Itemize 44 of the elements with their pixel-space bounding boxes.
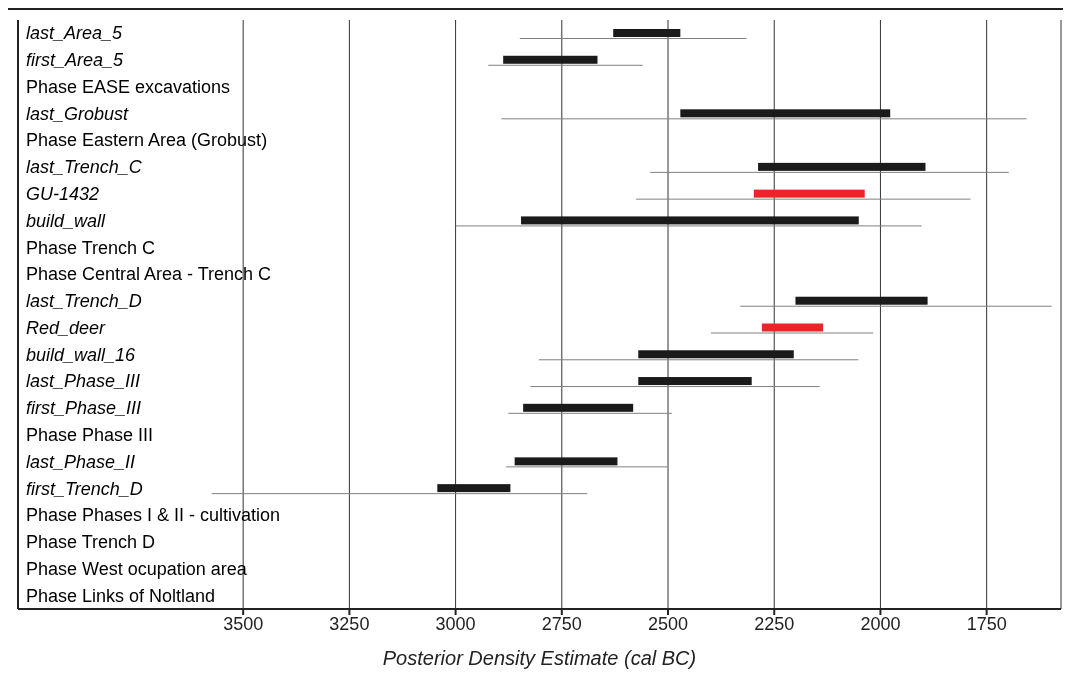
x-tick-label: 2750: [541, 613, 582, 634]
y-tick-label: GU-1432: [26, 184, 100, 205]
x-tick-label: 3250: [329, 613, 370, 634]
y-tick-label: last_Grobust: [26, 103, 130, 124]
x-tick-label: 3000: [435, 613, 476, 634]
y-tick-label: Phase Links of Noltland: [26, 585, 216, 606]
y-tick-label: Phase Phases I & II - cultivation: [26, 505, 281, 526]
y-tick-label: Phase EASE excavations: [26, 76, 231, 97]
bar: [761, 323, 824, 332]
bar: [514, 457, 618, 466]
y-tick-label: Phase Eastern Area (Grobust): [26, 130, 268, 151]
y-tick-label: Red_deer: [26, 317, 107, 338]
y-tick-label: Phase West ocupation area: [26, 558, 248, 579]
bar: [523, 403, 634, 412]
bar: [638, 350, 794, 359]
x-tick-label: 2000: [860, 613, 901, 634]
y-tick-label: build_wall: [26, 210, 107, 231]
bar: [680, 109, 891, 118]
bar: [437, 484, 511, 493]
bar: [503, 55, 598, 64]
bar: [795, 296, 928, 305]
x-tick-label: 3500: [223, 613, 264, 634]
y-tick-label: Phase Trench D: [26, 532, 156, 553]
y-tick-label: Phase Central Area - Trench C: [26, 264, 272, 285]
bar: [613, 29, 681, 37]
x-axis-title: Posterior Density Estimate (cal BC): [382, 647, 697, 669]
bar: [638, 377, 752, 386]
y-tick-label: Phase Trench C: [26, 237, 156, 258]
y-tick-label: Phase Phase III: [26, 424, 154, 445]
x-tick-label: 2250: [754, 613, 795, 634]
y-tick-label: build_wall_16: [26, 344, 137, 365]
y-tick-label: last_Trench_D: [26, 291, 142, 312]
x-tick-label: 2500: [647, 613, 689, 634]
bar: [521, 216, 859, 225]
y-tick-label: last_Phase_III: [26, 371, 141, 392]
y-tick-label: last_Area_5: [26, 23, 124, 44]
y-tick-label: first_Phase_III: [26, 398, 142, 419]
bar: [753, 189, 865, 198]
x-tick-label: 1750: [966, 613, 1007, 634]
y-tick-label: last_Phase_II: [26, 451, 136, 472]
bar: [758, 162, 926, 171]
y-tick-label: first_Trench_D: [26, 478, 143, 499]
y-tick-label: last_Trench_C: [26, 157, 143, 178]
y-tick-label: first_Area_5: [26, 50, 125, 71]
